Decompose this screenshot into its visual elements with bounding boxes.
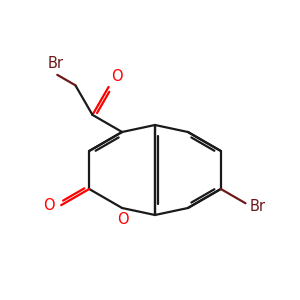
Text: Br: Br: [47, 56, 63, 71]
Text: Br: Br: [250, 199, 266, 214]
Text: O: O: [112, 69, 123, 84]
Text: O: O: [44, 198, 55, 213]
Text: O: O: [117, 212, 129, 227]
